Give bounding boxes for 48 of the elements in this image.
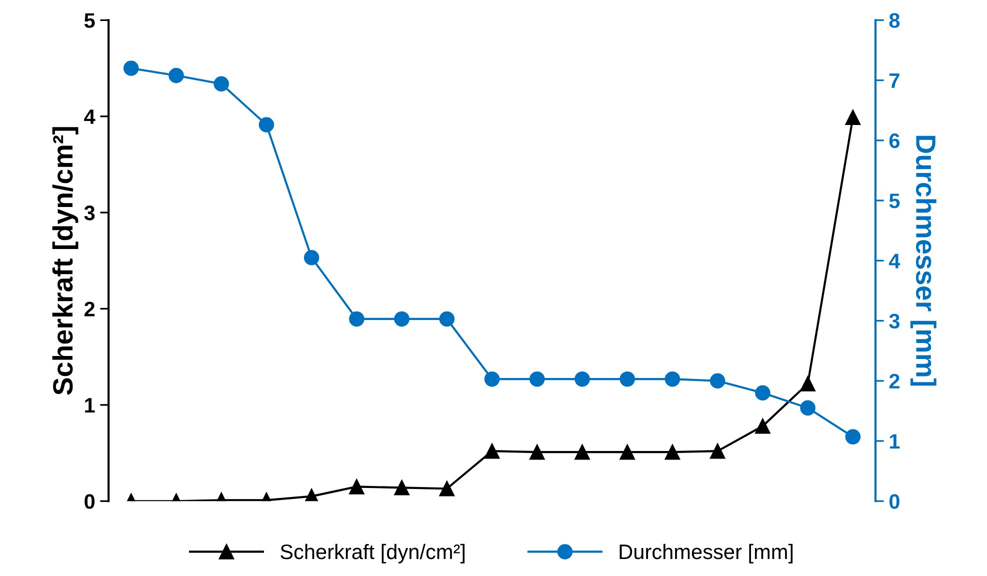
- y2-tick-label: 4: [888, 254, 900, 268]
- y2-tick-label: 2: [889, 374, 900, 388]
- point: [620, 371, 635, 387]
- point: [664, 371, 680, 387]
- y2-tick-label: 7: [890, 73, 900, 88]
- y2-tick-label: 1: [890, 434, 900, 449]
- point: [710, 373, 726, 389]
- point: [123, 60, 139, 76]
- legend-label: Durchmesser [mm]: [620, 544, 793, 564]
- point: [845, 429, 861, 444]
- point: [439, 311, 455, 327]
- point: [439, 480, 455, 496]
- y-tick-label: 2: [84, 302, 95, 316]
- point: [845, 110, 861, 125]
- point: [800, 376, 816, 392]
- y-tick-label: 4: [84, 110, 96, 124]
- point: [620, 444, 635, 460]
- point: [258, 117, 274, 132]
- point: [394, 480, 410, 496]
- y-axis-title: Scherkraft [dyn/cm²]: [52, 127, 78, 395]
- point: [484, 371, 500, 387]
- y2-axis-title: Durchmesser [mm]: [910, 136, 936, 386]
- y2-tick-label: 5: [889, 194, 900, 208]
- point: [664, 444, 680, 460]
- point: [304, 250, 320, 266]
- point: [349, 479, 364, 494]
- y2-tick-label: 3: [889, 314, 900, 329]
- point: [755, 385, 770, 401]
- y-tick-label: 0: [84, 494, 95, 509]
- y2-tick-label: 0: [889, 494, 900, 509]
- point: [529, 371, 545, 387]
- point: [529, 444, 545, 460]
- y-tick-label: 1: [85, 398, 95, 412]
- point: [710, 443, 726, 459]
- y-tick-label: 3: [84, 206, 95, 220]
- legend-label: Scherkraft [dyn/cm²]: [280, 544, 465, 564]
- point: [349, 311, 364, 327]
- y-tick-label: 5: [84, 13, 95, 28]
- point: [800, 400, 816, 416]
- point: [394, 311, 410, 327]
- point: [214, 76, 229, 92]
- y2-tick-label: 8: [889, 13, 900, 28]
- point: [168, 68, 184, 84]
- point: [755, 418, 770, 434]
- point: [484, 443, 500, 459]
- y2-tick-label: 6: [889, 133, 900, 148]
- point: [574, 371, 590, 387]
- point: [574, 444, 590, 460]
